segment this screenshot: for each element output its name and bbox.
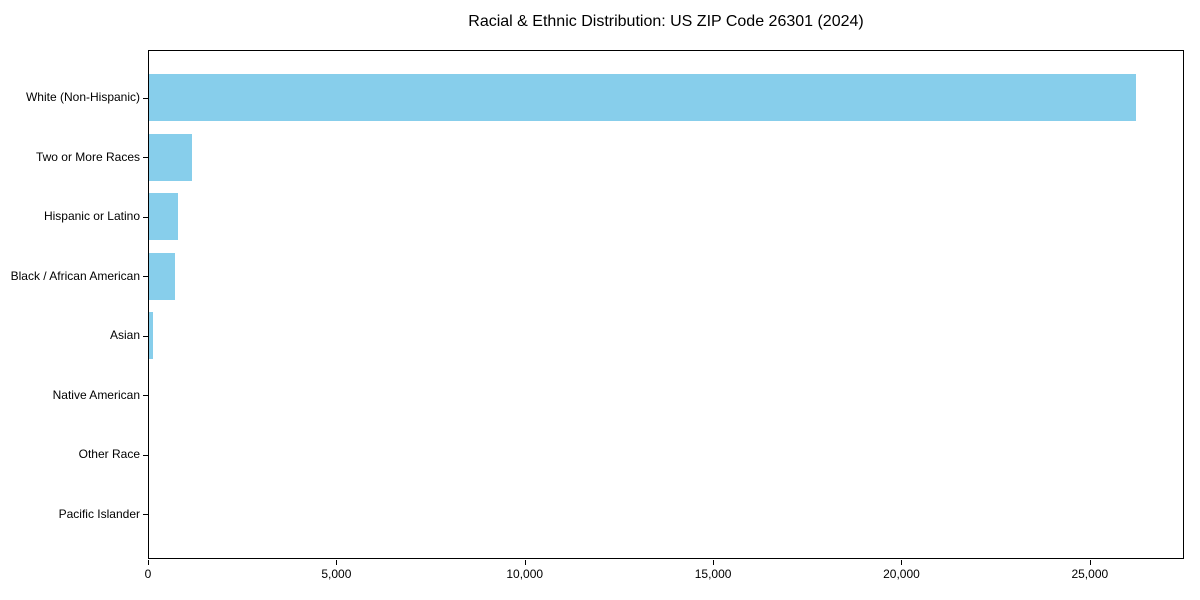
bar-asian bbox=[149, 312, 154, 360]
y-tick-label-black-african-american: Black / African American bbox=[10, 268, 140, 283]
y-tick-label-two-or-more-races: Two or More Races bbox=[35, 149, 140, 164]
y-tick-label-native-american: Native American bbox=[52, 387, 140, 402]
y-tick-mark bbox=[143, 276, 148, 278]
y-tick-label-other-race: Other Race bbox=[78, 447, 140, 462]
bar-two-or-more-races bbox=[149, 133, 193, 181]
y-tick-mark bbox=[143, 335, 148, 337]
y-tick-label-white-non-hispanic: White (Non-Hispanic) bbox=[25, 90, 140, 105]
chart-title: Racial & Ethnic Distribution: US ZIP Cod… bbox=[468, 13, 864, 30]
y-tick-label-hispanic-or-latino: Hispanic or Latino bbox=[43, 209, 140, 224]
plot-area bbox=[148, 50, 1184, 559]
y-tick-mark bbox=[143, 514, 148, 516]
bar-white-non-hispanic bbox=[149, 74, 1137, 122]
x-tick-label-5-000: 5,000 bbox=[321, 567, 352, 581]
y-tick-mark bbox=[143, 454, 148, 456]
x-tick-label-25-000: 25,000 bbox=[1071, 567, 1109, 581]
bar-hispanic-or-latino bbox=[149, 193, 178, 241]
y-tick-mark bbox=[143, 216, 148, 218]
x-tick-label-20-000: 20,000 bbox=[883, 567, 920, 581]
x-tick-mark bbox=[1089, 560, 1091, 565]
bar-black-african-american bbox=[149, 252, 175, 300]
x-tick-label-0: 0 bbox=[144, 567, 152, 581]
x-tick-mark bbox=[336, 560, 338, 565]
y-tick-mark bbox=[143, 395, 148, 397]
x-tick-label-10-000: 10,000 bbox=[506, 567, 544, 581]
y-tick-label-pacific-islander: Pacific Islander bbox=[58, 506, 140, 521]
x-tick-label-15-000: 15,000 bbox=[694, 567, 732, 581]
x-tick-mark bbox=[148, 560, 149, 565]
y-tick-mark bbox=[143, 157, 148, 159]
x-tick-mark bbox=[901, 560, 903, 565]
y-tick-mark bbox=[143, 97, 148, 99]
y-tick-label-asian: Asian bbox=[109, 328, 140, 343]
x-tick-mark bbox=[713, 560, 715, 565]
x-tick-mark bbox=[524, 560, 526, 565]
